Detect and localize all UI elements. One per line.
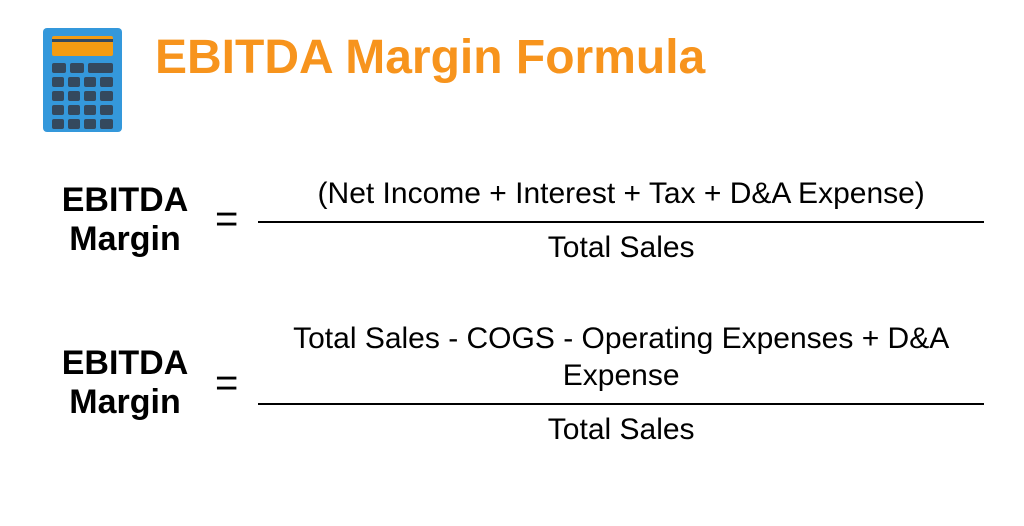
formula-1: EBITDA Margin = (Net Income + Interest +… <box>40 175 984 265</box>
formula-1-numerator: (Net Income + Interest + Tax + D&A Expen… <box>258 175 984 221</box>
header: EBITDA Margin Formula <box>40 25 984 135</box>
calculator-icon <box>40 25 125 135</box>
formula-2-label-line2: Margin <box>69 383 180 421</box>
formula-2-label: EBITDA Margin <box>50 344 200 422</box>
formula-1-label: EBITDA Margin <box>50 181 200 259</box>
formula-2-label-line1: EBITDA <box>62 344 189 382</box>
equals-sign: = <box>215 197 238 242</box>
formula-2-denominator: Total Sales <box>548 405 695 447</box>
formula-1-label-line1: EBITDA <box>62 181 189 219</box>
formula-1-fraction: (Net Income + Interest + Tax + D&A Expen… <box>258 175 984 265</box>
formula-2-numerator: Total Sales - COGS - Operating Expenses … <box>258 320 984 403</box>
equals-sign: = <box>215 361 238 406</box>
formula-1-denominator: Total Sales <box>548 223 695 265</box>
formula-2-fraction: Total Sales - COGS - Operating Expenses … <box>258 320 984 447</box>
formula-2: EBITDA Margin = Total Sales - COGS - Ope… <box>40 320 984 447</box>
page-title: EBITDA Margin Formula <box>155 30 705 85</box>
formula-1-label-line2: Margin <box>69 220 180 258</box>
